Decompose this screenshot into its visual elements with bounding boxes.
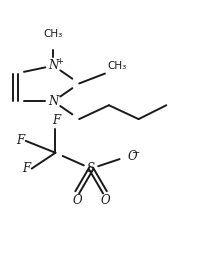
Text: S: S <box>87 162 95 175</box>
Text: CH₃: CH₃ <box>107 61 126 71</box>
Text: F: F <box>52 114 61 127</box>
Text: −: − <box>132 148 140 158</box>
Text: CH₃: CH₃ <box>44 29 63 39</box>
Text: O: O <box>100 194 110 207</box>
Text: O: O <box>128 150 137 163</box>
Text: O: O <box>72 194 82 207</box>
Text: F: F <box>16 134 24 147</box>
Text: N: N <box>48 95 59 108</box>
Text: +: + <box>56 57 63 66</box>
Text: F: F <box>22 162 30 175</box>
Text: N: N <box>48 59 59 72</box>
